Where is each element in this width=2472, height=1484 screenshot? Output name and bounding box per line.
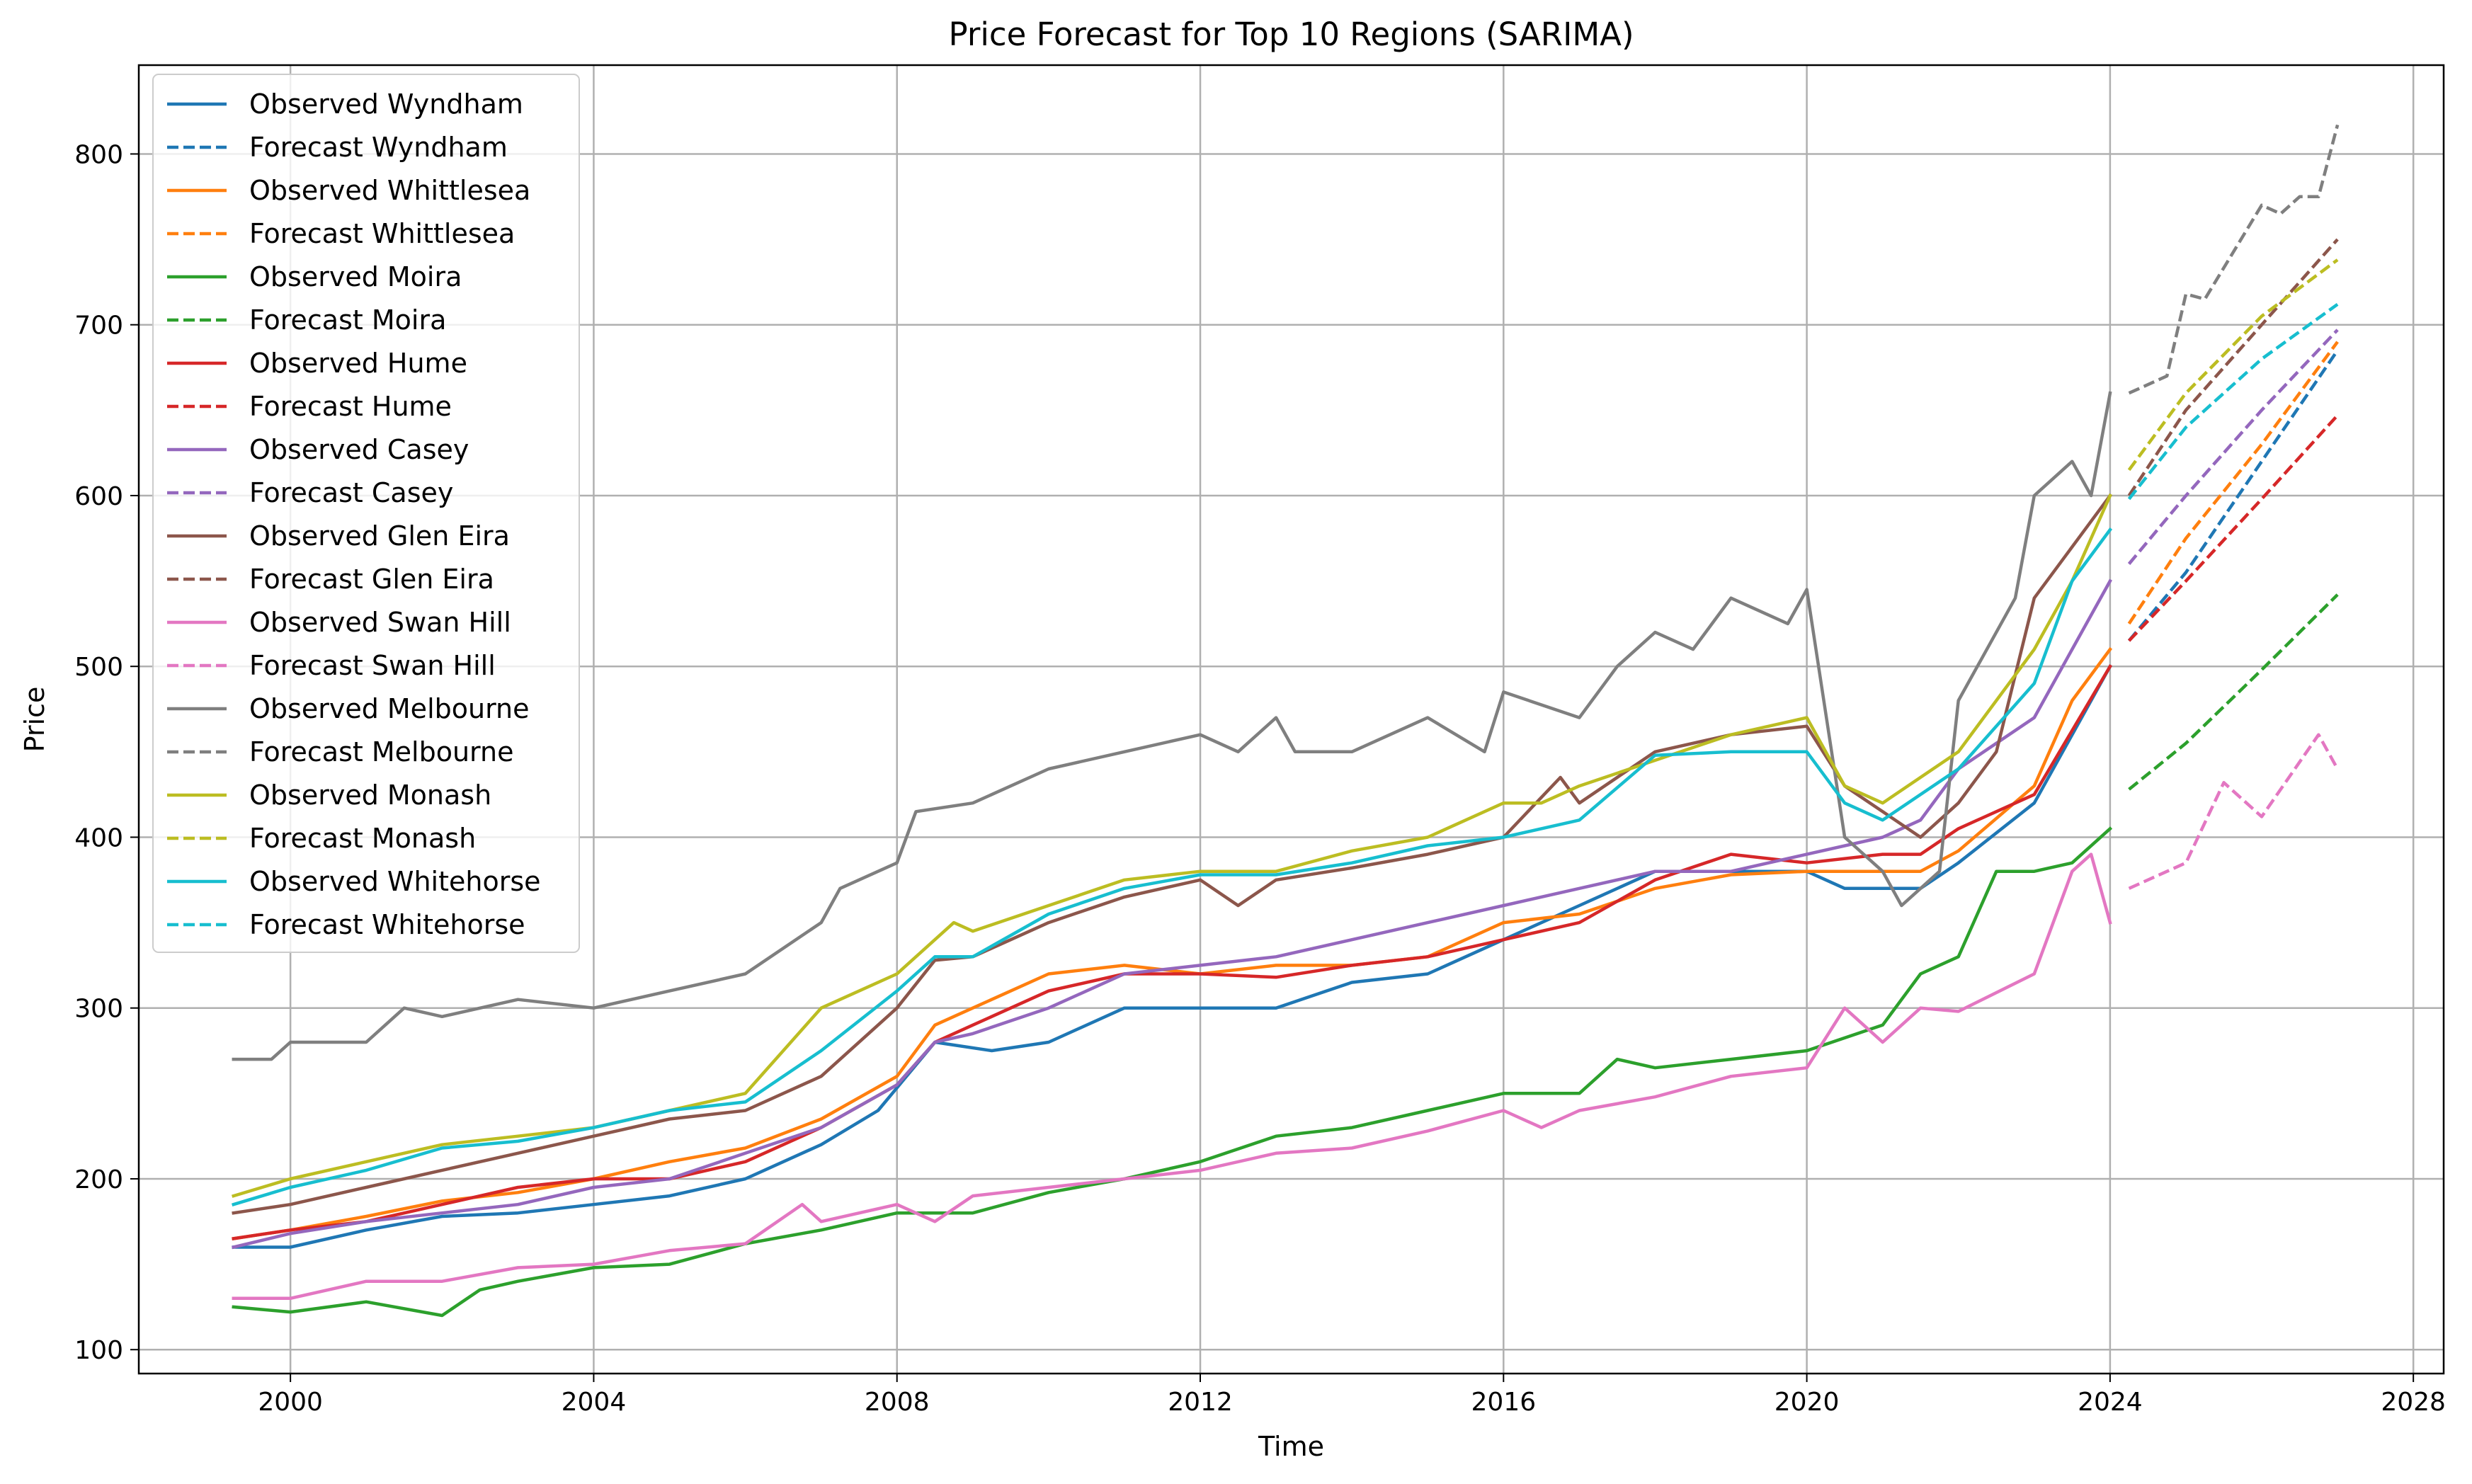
legend-label: Observed Wyndham (249, 89, 523, 120)
x-axis: 2000 2004 2008 2012 2016 2020 2024 2028 (258, 1374, 2446, 1417)
legend-label: Forecast Melbourne (249, 736, 513, 767)
chart-title: Price Forecast for Top 10 Regions (SARIM… (948, 16, 1634, 53)
y-tick-label: 100 (74, 1336, 123, 1365)
legend-label: Observed Moira (249, 261, 462, 292)
series-observed-casey (232, 578, 2112, 1250)
plot-frame (137, 64, 2445, 1375)
x-tick-label: 2012 (1168, 1388, 1233, 1417)
legend-label: Observed Swan Hill (249, 607, 511, 638)
y-tick-label: 400 (74, 823, 123, 852)
legend-label: Forecast Monash (249, 823, 476, 854)
series-forecast-whittlesea (2127, 341, 2339, 625)
series-layer (231, 124, 2340, 1318)
series-forecast-monash (2127, 258, 2339, 472)
legend-label: Forecast Moira (249, 304, 446, 336)
legend-label: Forecast Hume (249, 391, 452, 422)
legend-label: Forecast Whitehorse (249, 909, 525, 940)
series-observed-melbourne (232, 391, 2112, 1061)
series-observed-glen-eira (232, 493, 2113, 1215)
y-tick-label: 300 (74, 995, 123, 1024)
x-tick-label: 2008 (865, 1388, 930, 1417)
legend-label: Forecast Whittlesea (249, 218, 515, 249)
legend-label: Forecast Casey (249, 477, 453, 508)
grid (139, 65, 2444, 1374)
legend-label: Observed Casey (249, 434, 469, 465)
y-axis-label: Price (19, 687, 50, 753)
y-tick-label: 500 (74, 653, 123, 682)
x-tick-label: 2016 (1471, 1388, 1536, 1417)
legend-label: Forecast Wyndham (249, 132, 508, 163)
legend-label: Observed Monash (249, 780, 491, 811)
legend-label: Observed Glen Eira (249, 520, 510, 552)
series-observed-wyndham (232, 664, 2112, 1249)
x-tick-label: 2000 (258, 1388, 323, 1417)
x-axis-label: Time (1258, 1431, 1324, 1462)
x-tick-label: 2004 (562, 1388, 627, 1417)
legend-label: Observed Whitehorse (249, 866, 541, 897)
legend-label: Forecast Swan Hill (249, 650, 496, 681)
series-forecast-hume (2127, 414, 2339, 642)
series-forecast-swan-hill (2128, 733, 2340, 890)
series-observed-swan-hill (232, 852, 2112, 1301)
series-observed-moira (232, 826, 2113, 1318)
series-observed-hume (232, 664, 2112, 1240)
legend-label: Forecast Glen Eira (249, 564, 494, 595)
series-forecast-melbourne (2128, 124, 2340, 395)
legend-label: Observed Melbourne (249, 693, 530, 724)
y-tick-label: 600 (74, 482, 123, 511)
y-tick-label: 700 (74, 312, 123, 341)
legend: Observed Wyndham Forecast Wyndham Observed… (152, 74, 580, 953)
y-tick-label: 200 (74, 1165, 123, 1194)
series-forecast-moira (2128, 593, 2339, 791)
x-tick-label: 2020 (1775, 1388, 1840, 1417)
y-tick-label: 800 (74, 140, 123, 169)
legend-label: Observed Hume (249, 348, 467, 379)
legend-label: Observed Whittlesea (249, 175, 530, 206)
x-tick-label: 2024 (2078, 1388, 2143, 1417)
series-observed-whitehorse (231, 527, 2113, 1207)
series-forecast-wyndham (2127, 349, 2339, 642)
series-forecast-glen-eira (2127, 238, 2339, 497)
legend-box (152, 74, 580, 953)
x-tick-label: 2028 (2381, 1388, 2446, 1417)
y-axis: 100 200 300 400 500 600 700 800 (74, 140, 139, 1365)
